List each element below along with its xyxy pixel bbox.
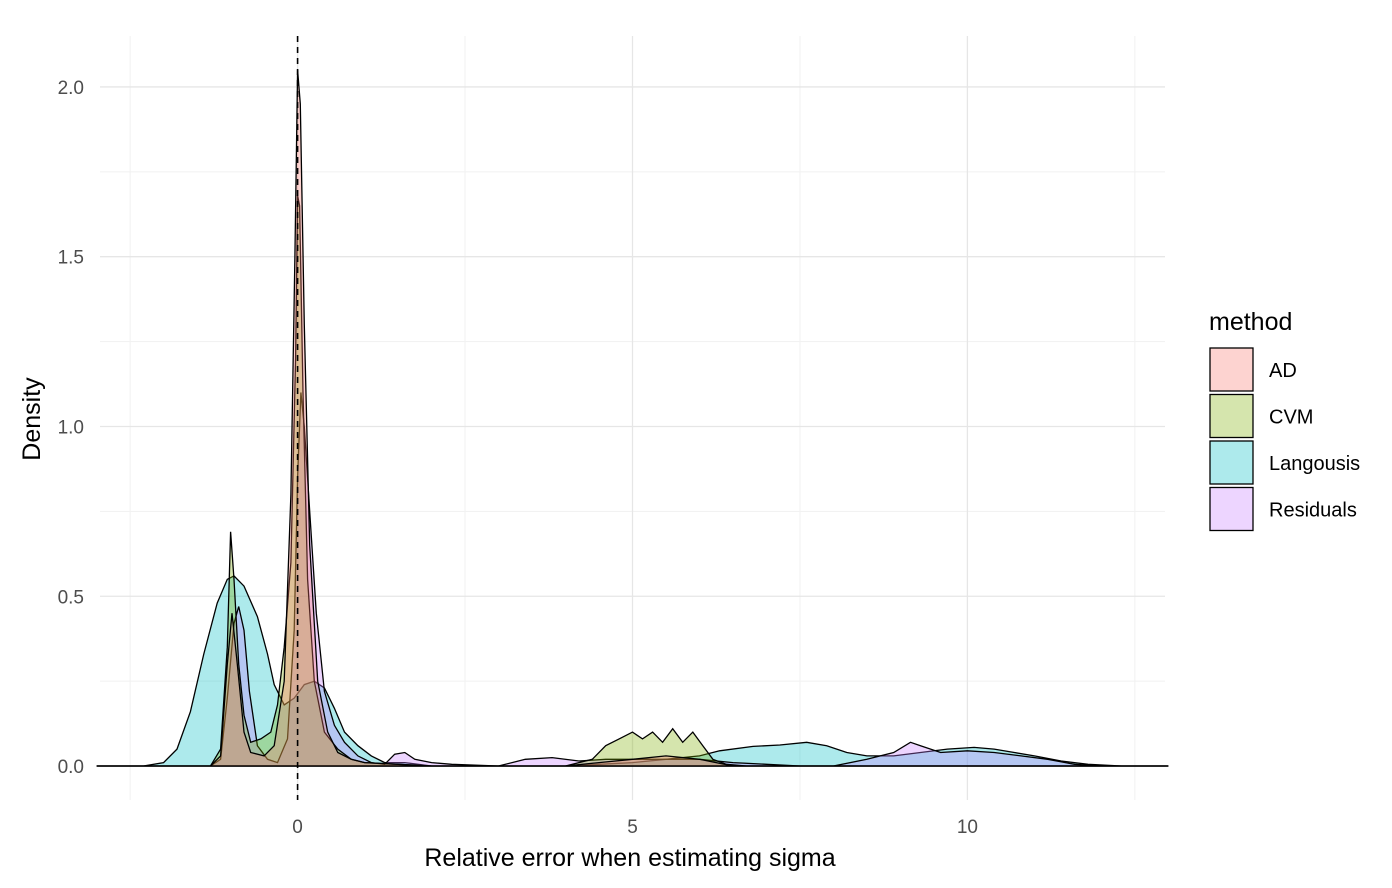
y-tick-label: 1.0 <box>58 417 84 438</box>
x-tick-labels: 0 5 10 <box>292 817 978 838</box>
y-tick-label: 0.0 <box>58 757 84 778</box>
x-axis-title: Relative error when estimating sigma <box>424 844 835 872</box>
legend-title: method <box>1209 308 1292 336</box>
legend-key-bg <box>1210 348 1253 391</box>
density-area-residuals <box>96 392 1169 767</box>
legend-label: CVM <box>1269 407 1313 429</box>
legend-label: Langousis <box>1269 453 1360 475</box>
y-tick-label: 1.5 <box>58 248 84 269</box>
y-tick-label: 2.0 <box>58 78 84 99</box>
legend: method AD CVM Langousis Residuals <box>1209 308 1360 532</box>
legend-key-swatch <box>1209 347 1254 392</box>
legend-item-cvm: CVM <box>1209 393 1313 439</box>
legend-item-langousis: Langousis <box>1209 440 1360 485</box>
density-areas <box>96 69 1169 767</box>
legend-key-bg <box>1210 394 1253 438</box>
y-tick-label: 0.5 <box>58 587 84 608</box>
legend-key-swatch <box>1209 486 1254 532</box>
legend-item-ad: AD <box>1209 347 1297 392</box>
legend-key-bg <box>1210 487 1253 531</box>
legend-key-swatch <box>1209 440 1254 485</box>
legend-item-residuals: Residuals <box>1209 486 1357 532</box>
x-tick-label: 0 <box>292 817 303 838</box>
density-area-ad <box>96 69 1169 767</box>
legend-key-swatch <box>1209 393 1254 439</box>
legend-key-bg <box>1210 441 1253 484</box>
y-axis-title: Density <box>18 377 46 461</box>
grid-lines <box>100 36 1165 800</box>
legend-label: Residuals <box>1269 500 1357 522</box>
x-tick-label: 5 <box>627 817 638 838</box>
density-area-cvm <box>96 195 1169 767</box>
x-tick-label: 10 <box>957 817 978 838</box>
legend-label: AD <box>1269 360 1297 382</box>
y-tick-labels: 0.0 0.5 1.0 1.5 2.0 <box>58 78 84 778</box>
